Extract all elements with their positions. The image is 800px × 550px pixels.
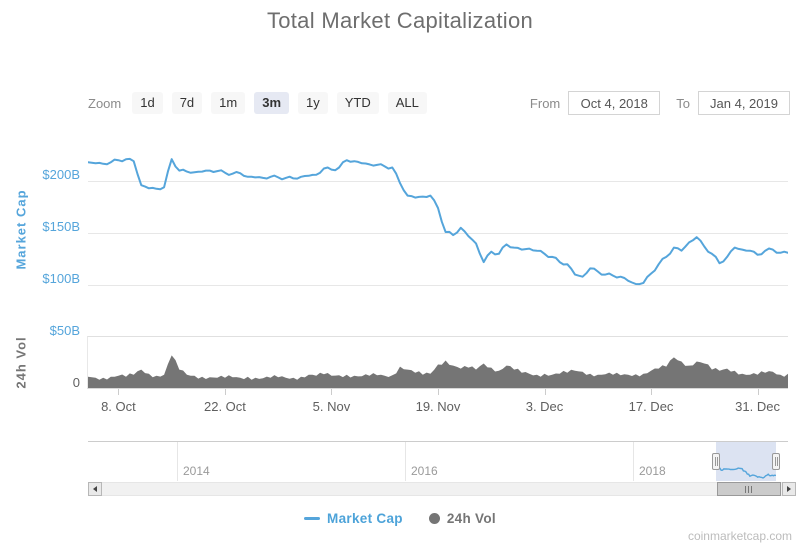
zoom-button-1y[interactable]: 1y: [298, 92, 328, 114]
scroll-left-button[interactable]: [88, 482, 102, 496]
legend-label: 24h Vol: [446, 511, 496, 526]
gridline: [88, 285, 788, 286]
navigator-left-handle[interactable]: [712, 453, 720, 470]
gridline: [88, 181, 788, 182]
navigator-year-label: 2014: [183, 464, 210, 478]
navigator-mini-chart: [716, 467, 776, 479]
x-axis-tick: [651, 389, 653, 395]
scrollbar-thumb[interactable]: [717, 482, 781, 496]
line-swatch-icon: [304, 517, 321, 520]
zoom-button-7d[interactable]: 7d: [171, 92, 203, 114]
navigator-selected-range[interactable]: [716, 442, 776, 481]
from-date-input[interactable]: [568, 91, 661, 115]
page-title: Total Market Capitalization: [266, 8, 534, 33]
zoom-range-buttons: 1d 7d 1m 3m 1y YTD ALL: [132, 92, 427, 114]
navigator-year-label: 2016: [411, 464, 438, 478]
to-label: To: [676, 95, 690, 111]
from-label: From: [529, 95, 561, 111]
toolbar: Zoom 1d 7d 1m 3m 1y YTD ALL From To: [88, 90, 790, 116]
y-axis-tick-label: $50B: [49, 323, 80, 338]
navigator-gridline: [177, 442, 178, 481]
x-axis-tick-label: 17. Dec: [628, 399, 674, 414]
legend-label: Market Cap: [327, 511, 403, 526]
volume-axis-zero-label: 0: [72, 375, 80, 390]
navigator-year-label: 2018: [639, 464, 666, 478]
right-arrow-icon: [787, 486, 791, 492]
y-axis-tick-label: $100B: [42, 271, 80, 286]
legend: Market Cap 24h Vol: [0, 511, 800, 526]
range-navigator[interactable]: 2014 2016 2018: [88, 441, 788, 481]
x-axis-tick: [438, 389, 439, 395]
market-cap-line-chart[interactable]: [88, 135, 788, 337]
zoom-button-ytd[interactable]: YTD: [336, 92, 379, 114]
circle-swatch-icon: [428, 513, 440, 524]
navigator-right-handle[interactable]: [772, 453, 780, 470]
x-axis-tick: [331, 389, 333, 395]
to-date-input[interactable]: [698, 91, 790, 115]
x-axis-tick: [118, 389, 120, 395]
market-cap-series-line: [88, 157, 788, 286]
legend-item-24h-vol[interactable]: 24h Vol: [428, 511, 496, 526]
x-axis-tick: [757, 389, 759, 395]
volume-area-chart[interactable]: [87, 336, 788, 389]
volume-series-area: [88, 355, 788, 388]
gridline: [88, 233, 788, 234]
x-axis-tick: [544, 389, 546, 395]
x-axis-tick-label: 8. Oct: [101, 399, 136, 414]
x-axis-tick-label: 19. Nov: [415, 399, 461, 414]
x-axis-tick-label: 31. Dec: [735, 399, 780, 414]
navigator-gridline: [405, 442, 406, 481]
navigator-gridline: [633, 442, 634, 481]
y-axis-tick-label: $150B: [42, 219, 80, 234]
zoom-button-all[interactable]: ALL: [387, 92, 427, 114]
watermark: coinmarketcap.com: [687, 529, 792, 543]
zoom-button-1d[interactable]: 1d: [132, 92, 163, 114]
x-axis-tick-label: 5. Nov: [312, 399, 351, 414]
x-axis: 8. Oct 22. Oct 5. Nov 19. Nov 3. Dec 17. Dec 3…: [88, 388, 788, 414]
legend-item-market-cap[interactable]: Market Cap: [304, 511, 403, 526]
zoom-button-3m[interactable]: 3m: [254, 92, 290, 114]
y-axis-tick-label: $200B: [42, 167, 80, 182]
x-axis-tick-label: 22. Oct: [203, 399, 246, 414]
x-axis-tick: [224, 389, 226, 395]
horizontal-scrollbar[interactable]: [88, 482, 796, 496]
zoom-label: Zoom: [88, 95, 122, 111]
x-axis-tick-label: 3. Dec: [525, 399, 564, 414]
left-arrow-icon: [93, 486, 97, 492]
scroll-right-button[interactable]: [782, 482, 796, 496]
date-range-controls: From To: [530, 91, 790, 115]
zoom-button-1m[interactable]: 1m: [211, 92, 246, 114]
